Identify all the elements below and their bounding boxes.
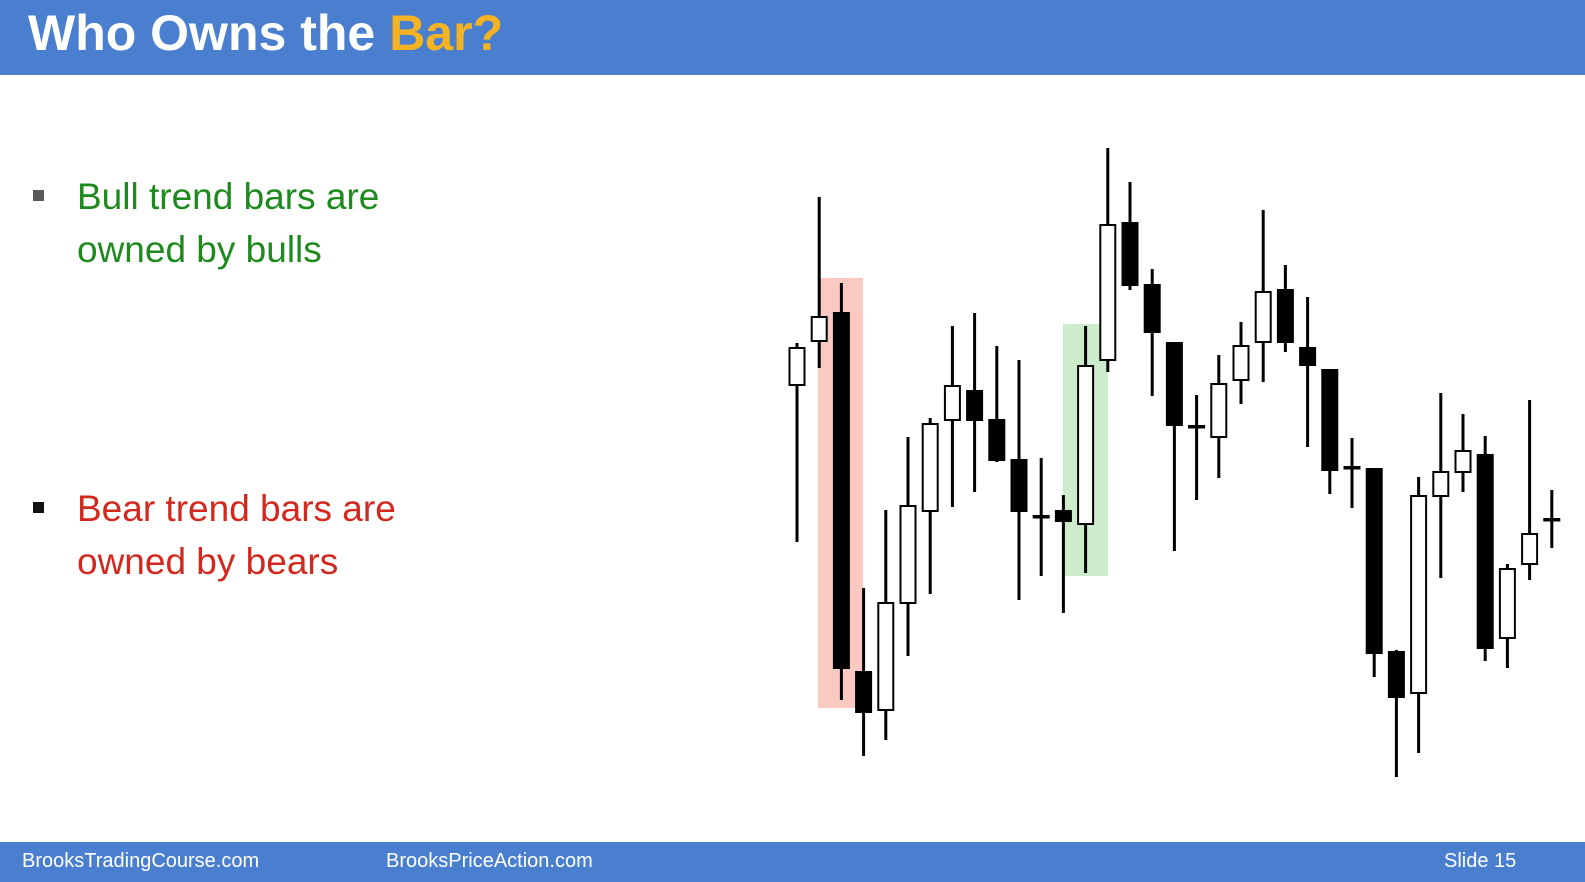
bull-body	[1254, 291, 1272, 343]
title: Who Owns the Bar?	[28, 4, 503, 62]
title-text: Who Owns the	[28, 5, 376, 61]
bear-body	[1299, 347, 1317, 366]
bull-body	[921, 423, 939, 512]
bear-body	[1543, 518, 1561, 522]
bear-body	[1143, 284, 1161, 333]
bull-body	[1410, 495, 1428, 694]
footer: BrooksTradingCourse.com BrooksPriceActio…	[0, 842, 1585, 882]
bull-body	[1077, 365, 1095, 525]
bear-body	[966, 390, 984, 421]
bull-body	[1232, 345, 1250, 381]
footer-left: BrooksTradingCourse.com	[22, 850, 260, 872]
bull-body	[899, 505, 917, 604]
header: Who Owns the Bar?	[0, 0, 1585, 75]
bear-body	[1476, 454, 1494, 649]
bullet: Bear trend bars are owned by bears	[30, 482, 450, 588]
footer-right: Slide 15	[1444, 850, 1517, 872]
bear-body	[988, 419, 1006, 461]
bull-body	[1521, 533, 1539, 565]
bull-body	[1099, 224, 1117, 361]
bull-body	[810, 316, 828, 342]
bear-body	[1032, 515, 1050, 519]
bear-body	[1010, 459, 1028, 512]
bear-body	[855, 671, 873, 713]
chart	[788, 148, 1561, 777]
bullet-text: Bear trend bars are owned by bears	[77, 488, 396, 582]
bullet-text: Bull trend bars are owned by bulls	[77, 176, 380, 270]
bull-body	[1432, 471, 1450, 497]
bull-body	[1210, 383, 1228, 438]
bear-body	[1343, 466, 1361, 470]
title-highlight: Bar?	[389, 5, 504, 61]
bear-body	[1276, 289, 1294, 343]
bear-body	[1387, 651, 1405, 698]
bear-body	[1321, 369, 1339, 471]
bear-body	[832, 312, 850, 669]
bull-body	[1454, 450, 1472, 473]
bull-body	[788, 347, 806, 386]
bear-body	[1121, 222, 1139, 286]
footer-center: BrooksPriceAction.com	[386, 850, 593, 872]
bull-body	[943, 385, 961, 421]
bear-body	[1188, 425, 1206, 429]
bear-body	[1165, 342, 1183, 426]
bear-body	[1365, 468, 1383, 654]
bear-body	[1054, 510, 1072, 522]
bull-body	[1498, 568, 1516, 639]
bullet: Bull trend bars are owned by bulls	[30, 170, 450, 276]
bull-body	[877, 602, 895, 711]
